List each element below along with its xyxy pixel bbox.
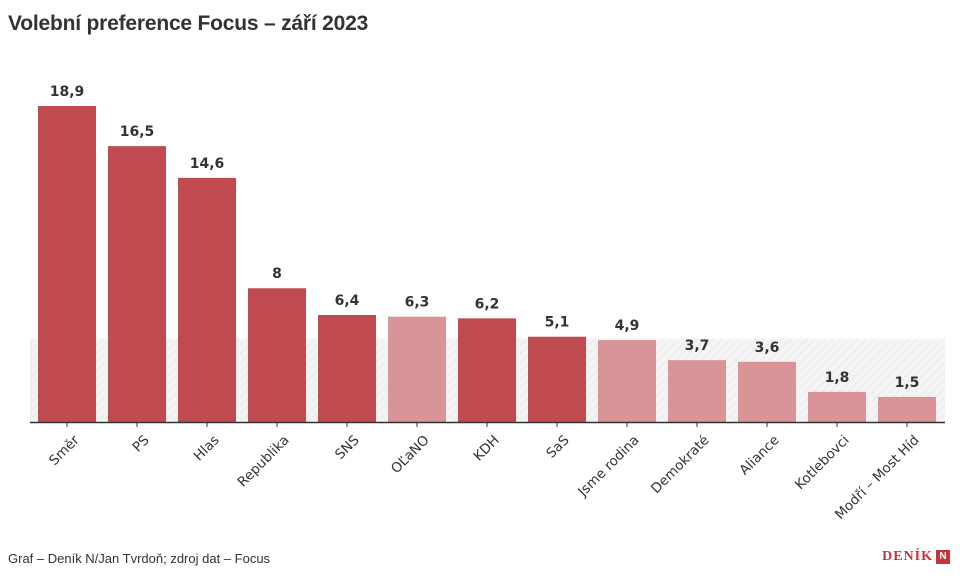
x-tick-label: OĽaNO bbox=[388, 432, 433, 477]
x-tick-label: PS bbox=[129, 432, 152, 455]
bar bbox=[108, 146, 166, 422]
bar bbox=[178, 177, 236, 422]
x-tick-label: KDH bbox=[471, 432, 503, 464]
source-credit: Graf – Deník N/Jan Tvrdoň; zdroj dat – F… bbox=[8, 551, 271, 566]
data-label: 14,6 bbox=[190, 156, 225, 172]
x-tick-label: SNS bbox=[332, 432, 363, 463]
data-label: 4,9 bbox=[615, 318, 640, 334]
logo-mark: N bbox=[936, 550, 950, 564]
x-tick-label: Směr bbox=[46, 432, 83, 469]
data-label: 6,3 bbox=[405, 295, 430, 311]
x-tick-label: SaS bbox=[543, 432, 572, 461]
bar bbox=[38, 106, 96, 422]
bar bbox=[248, 288, 306, 422]
x-tick-label: Aliance bbox=[736, 432, 782, 478]
data-label: 6,4 bbox=[335, 293, 360, 309]
x-tick-label: Hlas bbox=[191, 432, 223, 464]
chart-title: Volební preference Focus – září 2023 bbox=[8, 12, 369, 35]
bar bbox=[388, 316, 446, 422]
data-label: 5,1 bbox=[545, 315, 570, 331]
bar bbox=[878, 396, 936, 422]
data-label: 16,5 bbox=[120, 124, 155, 140]
data-label: 18,9 bbox=[50, 84, 85, 100]
x-tick-label: Jsme rodina bbox=[574, 432, 642, 500]
data-label: 6,2 bbox=[475, 296, 500, 312]
bar bbox=[668, 360, 726, 422]
bar bbox=[528, 336, 586, 422]
x-tick-label: Kotlebovci bbox=[792, 432, 853, 493]
denik-logo[interactable]: DENÍK N bbox=[882, 549, 950, 565]
bar bbox=[808, 391, 866, 422]
x-tick-label: Demokraté bbox=[648, 432, 713, 497]
data-label: 8 bbox=[272, 266, 282, 282]
logo-text: DENÍK bbox=[882, 549, 933, 564]
data-label: 3,6 bbox=[755, 340, 780, 356]
x-tick-label: Republika bbox=[235, 432, 293, 490]
bar bbox=[598, 340, 656, 422]
data-label: 1,5 bbox=[895, 375, 920, 391]
data-label: 1,8 bbox=[825, 370, 850, 386]
bar bbox=[738, 361, 796, 422]
bar bbox=[458, 318, 516, 422]
data-label: 3,7 bbox=[685, 338, 710, 354]
bar bbox=[318, 314, 376, 422]
